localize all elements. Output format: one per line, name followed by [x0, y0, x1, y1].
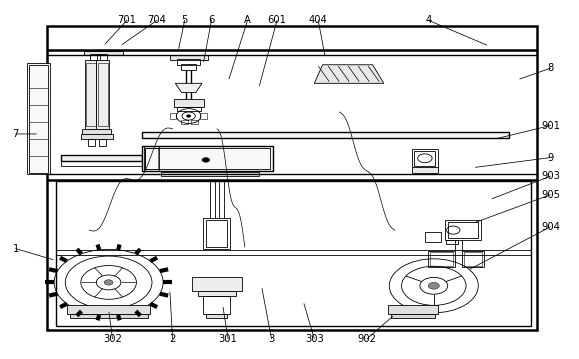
Bar	[69, 314, 148, 318]
Bar	[56, 181, 531, 326]
Bar	[145, 148, 270, 169]
Text: 3: 3	[268, 334, 274, 344]
Bar	[430, 252, 453, 266]
Bar	[181, 120, 188, 124]
Polygon shape	[314, 65, 384, 83]
Bar	[445, 220, 481, 240]
Circle shape	[186, 115, 191, 117]
Bar	[177, 59, 200, 65]
Bar	[96, 60, 109, 129]
Bar	[145, 148, 157, 169]
Bar	[170, 113, 177, 119]
Bar	[412, 149, 438, 168]
Text: 701: 701	[118, 15, 137, 25]
Text: 7: 7	[13, 129, 19, 139]
Bar	[448, 222, 478, 238]
Bar	[144, 146, 159, 171]
Bar	[461, 251, 484, 267]
Text: 1: 1	[13, 244, 19, 254]
Text: 905: 905	[541, 190, 560, 200]
Text: 4: 4	[425, 15, 431, 25]
Circle shape	[428, 283, 439, 289]
Bar	[388, 305, 438, 314]
Bar	[61, 155, 142, 161]
Bar	[174, 99, 204, 107]
Bar	[142, 132, 509, 138]
Bar	[206, 314, 227, 318]
Text: 601: 601	[267, 15, 287, 25]
Bar	[83, 51, 123, 55]
Bar	[391, 314, 435, 318]
Bar	[90, 54, 100, 60]
Text: 2: 2	[169, 334, 176, 344]
Bar	[99, 139, 106, 146]
Bar	[192, 278, 242, 291]
Bar	[97, 54, 107, 60]
Bar	[81, 134, 113, 139]
Circle shape	[104, 280, 113, 285]
Bar	[203, 218, 230, 249]
Bar	[192, 120, 198, 124]
Text: 6: 6	[208, 15, 215, 25]
Bar	[97, 63, 108, 126]
Bar	[27, 63, 50, 174]
Bar	[464, 252, 482, 266]
Text: 9: 9	[547, 153, 554, 163]
Bar	[177, 107, 201, 111]
Bar	[200, 113, 207, 119]
Bar	[412, 167, 438, 173]
Bar	[428, 251, 455, 267]
Bar	[86, 63, 96, 126]
Bar	[426, 233, 441, 242]
Bar	[181, 64, 196, 70]
Text: 901: 901	[541, 121, 560, 131]
Text: A: A	[244, 15, 251, 25]
Text: 704: 704	[148, 15, 166, 25]
Bar	[162, 172, 259, 176]
Bar	[197, 290, 236, 296]
Text: 5: 5	[182, 15, 188, 25]
Bar	[67, 305, 151, 314]
Bar	[82, 129, 111, 134]
Text: 903: 903	[541, 171, 560, 181]
Bar	[47, 26, 537, 330]
Text: 404: 404	[309, 15, 328, 25]
Bar	[85, 60, 97, 129]
Bar	[203, 295, 230, 314]
Text: 301: 301	[219, 334, 237, 344]
Bar	[142, 146, 273, 171]
Bar	[170, 55, 207, 60]
Text: 302: 302	[103, 334, 122, 344]
Text: 8: 8	[547, 63, 554, 73]
Text: 902: 902	[358, 334, 376, 344]
Bar	[446, 239, 458, 244]
Bar	[29, 65, 48, 173]
Text: 904: 904	[541, 222, 560, 232]
Polygon shape	[175, 83, 202, 92]
Circle shape	[202, 158, 210, 162]
Bar	[61, 160, 142, 166]
Bar	[206, 220, 227, 247]
Text: 303: 303	[305, 334, 324, 344]
Bar	[415, 151, 435, 166]
Bar	[88, 139, 95, 146]
